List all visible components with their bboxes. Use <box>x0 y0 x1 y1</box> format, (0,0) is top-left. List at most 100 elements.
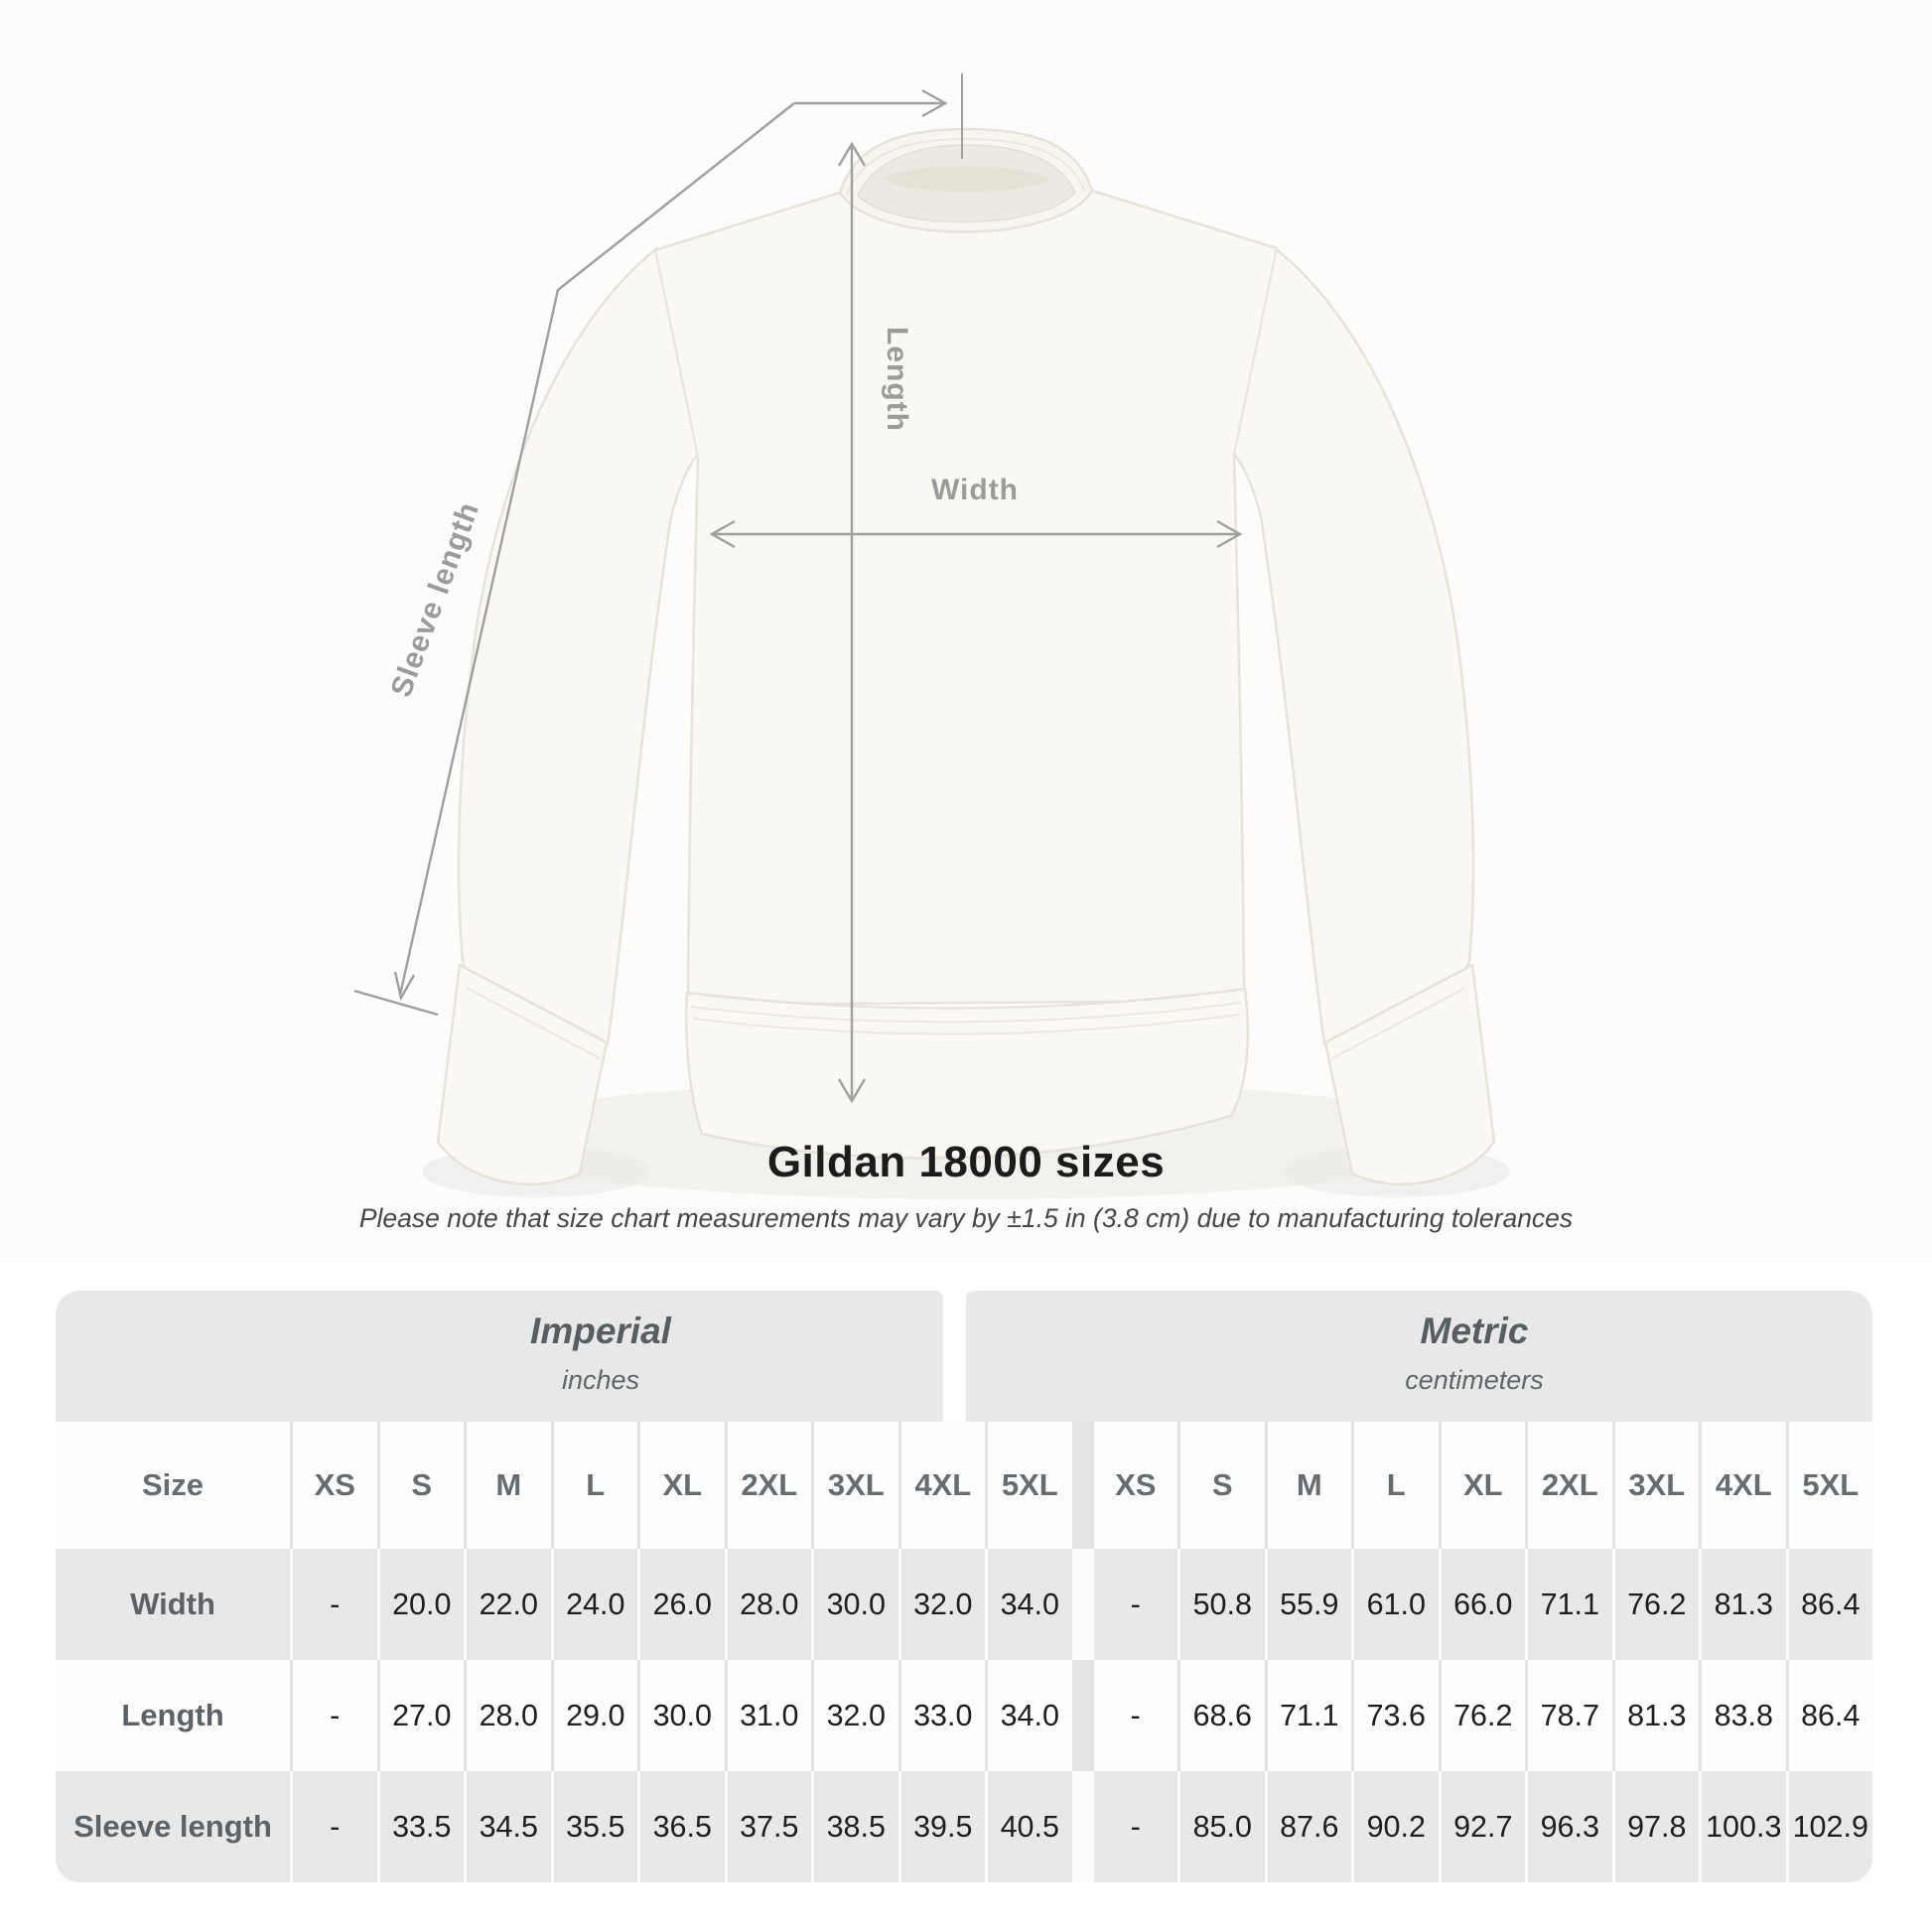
row-label: Sleeve length <box>56 1771 290 1882</box>
size-value: 55.9 <box>1267 1549 1351 1660</box>
tolerance-note: Please note that size chart measurements… <box>358 1203 1574 1233</box>
size-value: 32.0 <box>814 1660 898 1771</box>
size-value: 61.0 <box>1354 1549 1439 1660</box>
size-value: 33.0 <box>900 1660 985 1771</box>
size-value: - <box>1093 1771 1177 1882</box>
size-value: 71.1 <box>1528 1549 1612 1660</box>
size-column-header: 3XL <box>1614 1422 1699 1549</box>
size-column-header: M <box>467 1422 551 1549</box>
size-value: 90.2 <box>1354 1771 1439 1882</box>
measurement-row-width: Width -20.0 22.0 24.0 26.0 28.0 30.0 32.0 34.0-5… <box>56 1549 1872 1660</box>
metric-unit-label: centimeters <box>1405 1365 1544 1395</box>
row-label: Width <box>56 1549 290 1660</box>
arrow-down-icon <box>837 1078 867 1104</box>
size-column-header: 2XL <box>727 1422 811 1549</box>
imperial-unit-label: inches <box>561 1365 640 1395</box>
metric-label: Metric <box>1420 1311 1529 1351</box>
size-value: 30.0 <box>814 1549 898 1660</box>
size-chart-table: Imperial inches Metric centimeters Size X… <box>56 1291 1872 1882</box>
size-column-header: 4XL <box>1702 1422 1786 1549</box>
metric-header-block <box>966 1291 1872 1422</box>
size-value: 38.5 <box>814 1771 898 1882</box>
size-value: 85.0 <box>1180 1771 1265 1882</box>
size-grid: Size XS S M L XL 2XL 3XL 4XL 5XL XS S M L XL 2XL 3XL 4XL 5… <box>56 1422 1872 1882</box>
size-header-label: Size <box>56 1422 290 1549</box>
imperial-group-label: Imperial inches <box>530 1311 671 1396</box>
size-value: 39.5 <box>900 1771 985 1882</box>
measurement-lines <box>353 73 1243 1104</box>
page-title: Gildan 18000 sizes <box>766 1138 1166 1186</box>
size-value: 35.5 <box>553 1771 637 1882</box>
size-value: 28.0 <box>727 1549 811 1660</box>
size-header-row: Size XS S M L XL 2XL 3XL 4XL 5XL XS S M L XL 2XL 3XL 4XL 5… <box>56 1422 1872 1549</box>
size-value: 76.2 <box>1614 1549 1699 1660</box>
metric-group-label: Metric centimeters <box>1405 1311 1544 1396</box>
garment-seams <box>466 137 1466 1059</box>
size-value: - <box>293 1771 377 1882</box>
size-value: 86.4 <box>1788 1549 1872 1660</box>
arrow-down-left-icon <box>393 971 416 1002</box>
size-value: 22.0 <box>467 1549 551 1660</box>
size-value: 71.1 <box>1267 1660 1351 1771</box>
size-value: 87.6 <box>1267 1771 1351 1882</box>
size-value: 92.7 <box>1441 1771 1525 1882</box>
size-value: 27.0 <box>379 1660 464 1771</box>
size-value: 29.0 <box>553 1660 637 1771</box>
size-value: 37.5 <box>727 1771 811 1882</box>
right-cuff <box>1323 963 1496 1185</box>
left-cuff <box>436 963 609 1185</box>
arrow-right-icon <box>1216 519 1243 549</box>
size-column-header: XL <box>640 1422 725 1549</box>
size-column-header: XS <box>293 1422 377 1549</box>
sweatshirt-measurement-figure: Width Length Sleeve length <box>353 73 1510 1199</box>
arrow-right-icon <box>921 88 948 118</box>
size-value: 31.0 <box>727 1660 811 1771</box>
section-spacer <box>1075 1422 1091 1549</box>
size-column-header: XL <box>1441 1422 1525 1549</box>
size-value: 102.9 <box>1788 1771 1872 1882</box>
size-value: 50.8 <box>1180 1549 1265 1660</box>
section-spacer <box>1075 1549 1091 1660</box>
size-value: 81.3 <box>1702 1549 1786 1660</box>
size-value: 76.2 <box>1441 1660 1525 1771</box>
right-sleeve <box>1231 246 1475 1046</box>
size-column-header: S <box>1180 1422 1265 1549</box>
size-column-header: 3XL <box>814 1422 898 1549</box>
size-value: 24.0 <box>553 1549 637 1660</box>
size-value: 36.5 <box>640 1771 725 1882</box>
cuff-tick <box>353 989 439 1017</box>
measurement-row-length: Length -27.0 28.0 29.0 30.0 31.0 32.0 33.0 34.0-… <box>56 1660 1872 1771</box>
size-value: 78.7 <box>1528 1660 1612 1771</box>
body-panel <box>653 189 1279 1007</box>
row-label: Length <box>56 1660 290 1771</box>
size-column-header: S <box>379 1422 464 1549</box>
size-value: - <box>293 1660 377 1771</box>
collar-opening <box>857 144 1076 223</box>
size-value: 34.5 <box>467 1771 551 1882</box>
length-measure-label: Length <box>881 327 913 432</box>
section-spacer <box>1075 1771 1091 1882</box>
arrow-up-icon <box>837 141 867 167</box>
size-value: 73.6 <box>1354 1660 1439 1771</box>
size-value: 32.0 <box>900 1549 985 1660</box>
imperial-label: Imperial <box>530 1311 671 1351</box>
size-column-header: 5XL <box>1788 1422 1872 1549</box>
size-value: - <box>1093 1660 1177 1771</box>
size-column-header: XS <box>1093 1422 1177 1549</box>
size-value: 40.5 <box>988 1771 1072 1882</box>
size-value: 96.3 <box>1528 1771 1612 1882</box>
size-value: 26.0 <box>640 1549 725 1660</box>
size-value: 81.3 <box>1614 1660 1699 1771</box>
size-column-header: L <box>553 1422 637 1549</box>
size-column-header: 5XL <box>988 1422 1072 1549</box>
size-value: 33.5 <box>379 1771 464 1882</box>
size-value: 100.3 <box>1702 1771 1786 1882</box>
size-column-header: M <box>1267 1422 1351 1549</box>
size-value: 34.0 <box>988 1660 1072 1771</box>
size-value: - <box>1093 1549 1177 1660</box>
size-value: 68.6 <box>1180 1660 1265 1771</box>
size-value: 66.0 <box>1441 1549 1525 1660</box>
size-value: - <box>293 1549 377 1660</box>
arrow-left-icon <box>709 519 736 549</box>
size-value: 34.0 <box>988 1549 1072 1660</box>
